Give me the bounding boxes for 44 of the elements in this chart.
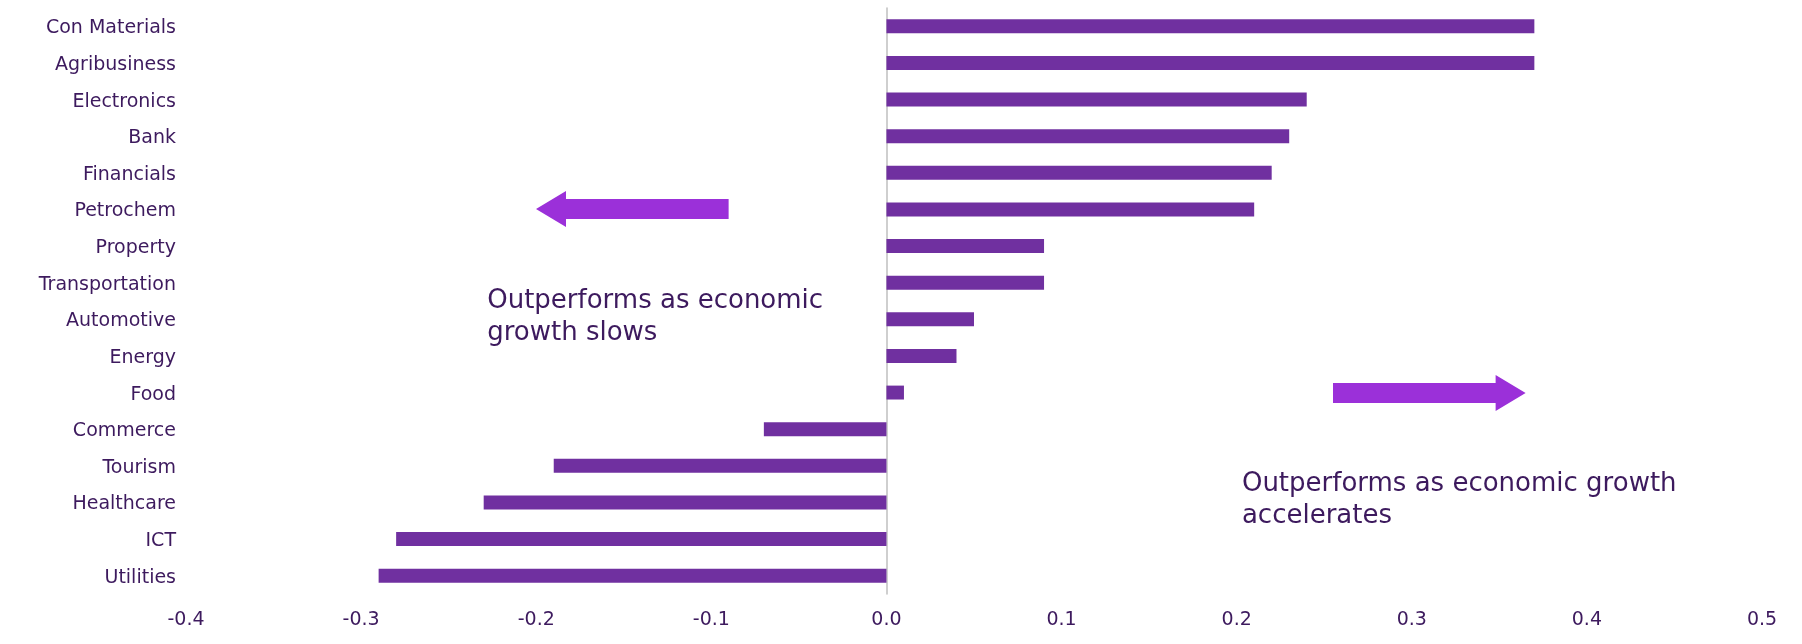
y-tick-label: ICT	[145, 528, 177, 551]
bar	[553, 458, 887, 473]
y-tick-label: Con Materials	[45, 15, 176, 38]
x-tick-label: 0.1	[1046, 606, 1077, 629]
annotation: Outperforms as economic growth accelerates	[1241, 466, 1677, 529]
y-tick-label: Financials	[82, 161, 176, 184]
bar	[886, 385, 904, 400]
y-tick-label: Healthcare	[72, 491, 176, 514]
y-tick-label: Agribusiness	[55, 51, 176, 74]
bar	[886, 202, 1255, 217]
y-tick-label: Tourism	[101, 454, 176, 477]
bar	[483, 495, 887, 510]
bar	[886, 55, 1535, 70]
x-tick-label: -0.3	[342, 606, 380, 629]
bar	[886, 19, 1535, 34]
bar	[886, 239, 1045, 254]
bar	[378, 568, 887, 583]
bar	[886, 129, 1290, 144]
bar	[886, 312, 974, 327]
y-tick-label: Automotive	[66, 308, 176, 331]
y-tick-label: Property	[95, 235, 176, 258]
y-tick-label: Food	[130, 381, 176, 404]
annotation: Outperforms as economic growth slows	[487, 283, 824, 346]
y-tick-label: Petrochem	[74, 198, 176, 221]
x-tick-label: -0.4	[167, 606, 205, 629]
y-tick-label: Commerce	[72, 418, 176, 441]
bar	[396, 532, 887, 547]
x-tick-label: -0.2	[517, 606, 555, 629]
x-tick-label: 0.3	[1396, 606, 1427, 629]
x-tick-label: 0.4	[1571, 606, 1602, 629]
y-tick-label: Transportation	[37, 271, 176, 294]
bar	[886, 348, 957, 363]
bar	[886, 165, 1272, 180]
y-tick-label: Bank	[128, 125, 176, 148]
x-tick-label: 0.2	[1221, 606, 1252, 629]
x-tick-label: 0.5	[1746, 606, 1778, 629]
bar	[763, 422, 887, 437]
y-tick-label: Electronics	[72, 88, 176, 111]
y-tick-label: Energy	[109, 344, 176, 367]
bar	[886, 275, 1045, 290]
x-tick-label: 0.0	[871, 606, 902, 629]
y-tick-label: Utilities	[104, 564, 176, 587]
bar	[886, 92, 1307, 107]
x-tick-label: -0.1	[692, 606, 730, 629]
